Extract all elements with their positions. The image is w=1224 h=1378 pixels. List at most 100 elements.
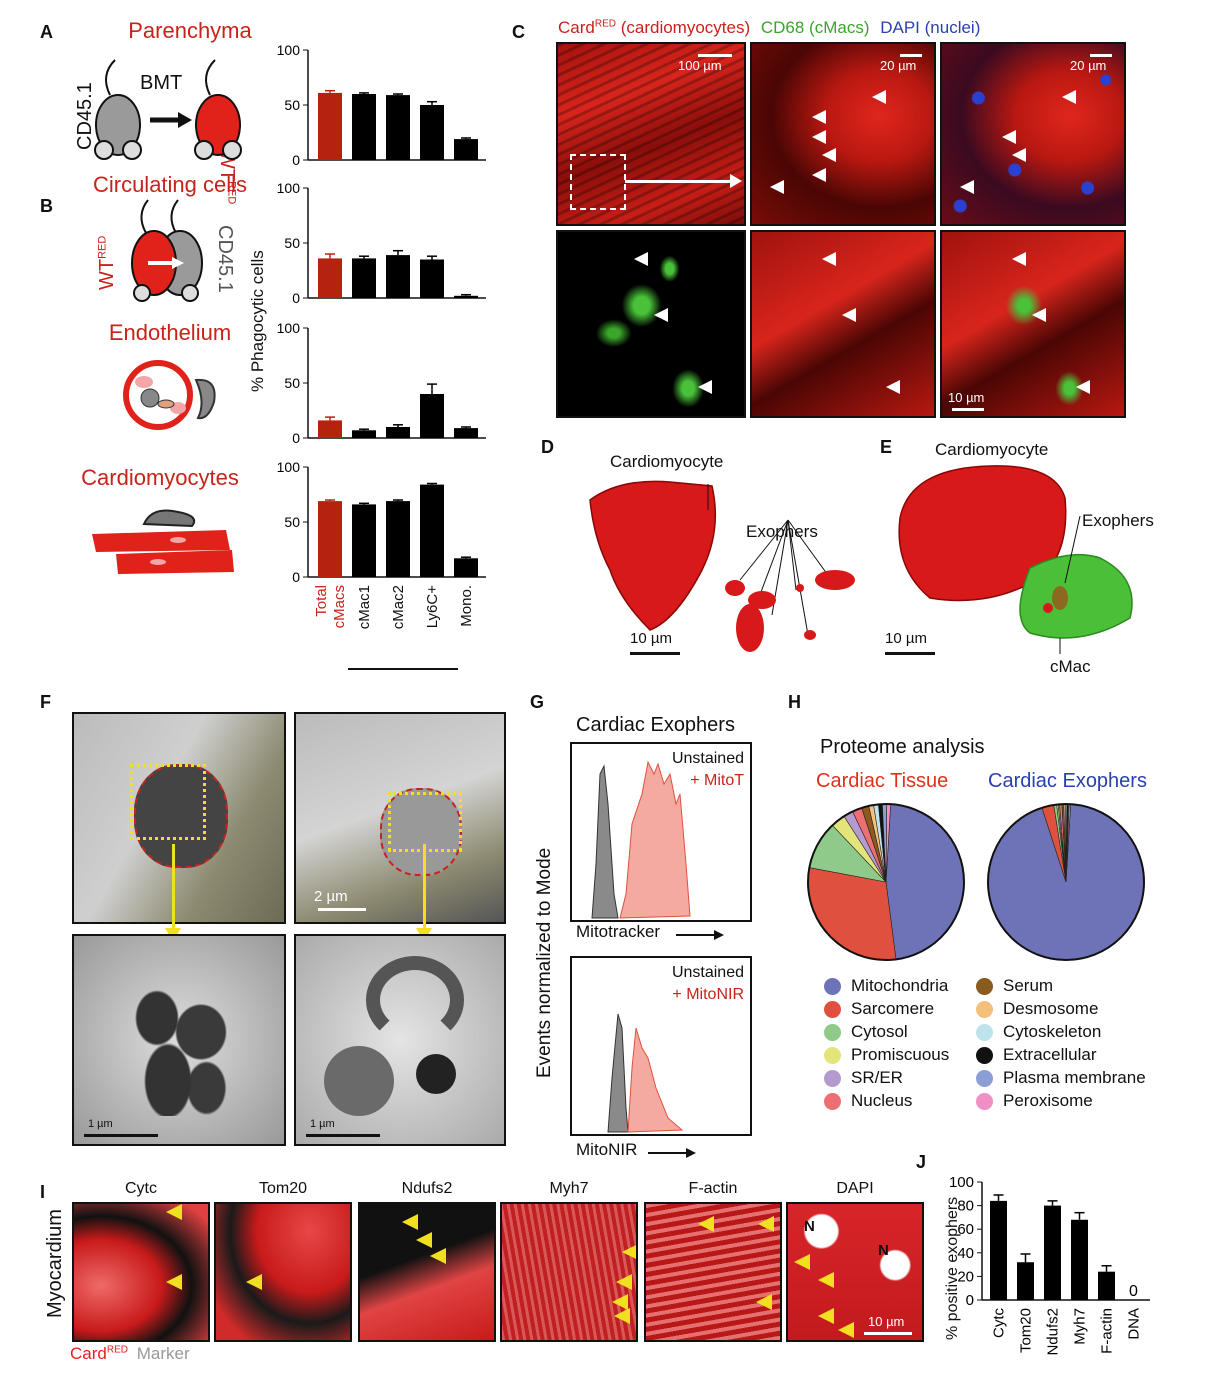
bar	[420, 484, 444, 577]
legend-label: Sarcomere	[851, 999, 935, 1018]
y-tick-label: 40	[957, 1245, 974, 1262]
parenchyma-title: Parenchyma	[128, 18, 252, 43]
bar	[386, 255, 410, 298]
micrograph-c5	[750, 230, 936, 418]
zoom-arrow	[625, 180, 733, 183]
cardiomyocytes-title: Cardiomyocytes	[81, 465, 239, 490]
legend-swatch	[976, 1092, 993, 1110]
pie-outline	[807, 803, 965, 961]
arrowhead-icon	[758, 1216, 774, 1232]
arrowhead-icon	[698, 1216, 714, 1232]
parabiosis-left-label: WTRED	[96, 235, 118, 290]
arrowhead-icon	[818, 1272, 834, 1288]
bar	[1044, 1205, 1061, 1300]
tem-high-mag-1: 1 µm	[72, 934, 286, 1146]
legend-item: Cytosol	[824, 1022, 908, 1042]
micrograph-c2: 20 µm	[750, 42, 936, 226]
myocardium-label: Myocardium	[44, 1209, 66, 1318]
y-tick-label: 50	[284, 97, 300, 113]
marker-label: Tom20	[258, 1180, 308, 1197]
panel-label-f: F	[40, 692, 51, 712]
bar	[454, 139, 478, 160]
y-tick-label: 100	[277, 320, 301, 336]
arrowhead-icon	[430, 1248, 446, 1264]
parabiosis-diagram	[131, 199, 203, 302]
panel-label-h: H	[788, 692, 801, 712]
category-label: Ndufs2	[1045, 1308, 1062, 1356]
category-label: Tom20	[1018, 1308, 1035, 1353]
y-tick-label: 50	[284, 514, 300, 530]
category-label: F-actin	[1099, 1308, 1116, 1354]
g-xlabel-bottom: MitoNIR	[576, 1140, 638, 1159]
nucleus-label: N	[878, 1242, 889, 1259]
legend-label: Peroxisome	[1003, 1091, 1093, 1110]
i-legend: CardRED Marker	[70, 1344, 190, 1363]
panel-label-b: B	[40, 196, 53, 216]
h-exophers-title: Cardiac Exophers	[988, 770, 1147, 792]
bar	[1071, 1219, 1088, 1300]
tem-low-mag-2: 2 µm	[294, 712, 506, 924]
marker-label: Ndufs2	[401, 1180, 453, 1197]
g-ylabel: Events normalized to Mode	[534, 847, 555, 1078]
arrow-right-icon	[648, 1148, 696, 1158]
panel-label-j: J	[916, 1152, 927, 1172]
d-scale-text: 10 µm	[630, 630, 672, 647]
y-tick-label: 20	[957, 1268, 974, 1285]
arrowhead-icon	[416, 1232, 432, 1248]
arrowhead-icon	[166, 1274, 182, 1290]
donor-mouse-icon	[94, 59, 142, 160]
arrowhead-icon	[838, 1322, 854, 1338]
y-tick-label: 100	[277, 180, 301, 196]
arrowhead-icon	[614, 1308, 630, 1324]
bar	[318, 501, 342, 577]
legend-swatch	[824, 1000, 841, 1018]
flow-histogram-mitotracker: Unstained + MitoT	[570, 742, 752, 922]
legend-label: Plasma membrane	[1003, 1068, 1146, 1087]
legend-swatch	[976, 1069, 993, 1087]
arrowhead-icon	[246, 1274, 262, 1290]
bar	[352, 504, 376, 577]
legend-item: Nucleus	[824, 1091, 912, 1111]
positive-exophers-bar-chart: 0 20 40 60 80 100 Cytc Tom20 Ndufs2 Myh7 F-actin 0 D…	[949, 1174, 1150, 1356]
circulating-title: Circulating cells	[92, 172, 248, 197]
bar	[352, 94, 376, 160]
bar	[420, 394, 444, 438]
bar	[318, 258, 342, 298]
y-tick-label: 50	[284, 375, 300, 391]
y-tick-label: 0	[292, 152, 300, 168]
legend-cd68: CD68 (cMacs)	[760, 18, 870, 37]
legend-item: Mitochondria	[824, 976, 948, 996]
category-label: cMacs	[331, 585, 348, 628]
legend-label: Cytosol	[851, 1022, 908, 1041]
arrowhead-icon	[818, 1308, 834, 1324]
legend-label: Promiscuous	[851, 1045, 950, 1064]
category-label: Total	[313, 585, 330, 617]
marker-micrograph	[214, 1202, 352, 1342]
legend-swatch	[824, 1023, 841, 1041]
legend-item: Promiscuous	[824, 1045, 949, 1065]
legend-label: Extracellular	[1003, 1045, 1097, 1064]
bar	[386, 427, 410, 438]
exopher-cmac-3d-render	[898, 465, 1133, 654]
recipient-mouse-icon	[194, 59, 242, 160]
arrowhead-icon	[402, 1214, 418, 1230]
legend-swatch	[824, 1069, 841, 1087]
bar	[318, 92, 342, 160]
scale-bar	[698, 54, 732, 57]
exopher-3d-render	[589, 480, 855, 652]
e-cmac-label: cMac	[1050, 657, 1091, 676]
legend-label: SR/ER	[851, 1068, 903, 1087]
bar	[386, 501, 410, 577]
data-label: 0	[1129, 1283, 1138, 1300]
marker-micrograph	[644, 1202, 782, 1342]
y-tick-label: 60	[957, 1221, 974, 1238]
bmt-label: BMT	[140, 72, 183, 94]
legend-item: Peroxisome	[976, 1091, 1093, 1111]
y-tick-label: 50	[284, 235, 300, 251]
legend-label: Mitochondria	[851, 976, 949, 995]
y-tick-label: 80	[957, 1198, 974, 1215]
d-cardiomyocyte-label: Cardiomyocyte	[610, 452, 724, 471]
nucleus-label: N	[804, 1218, 815, 1235]
legend-dapi: DAPI (nuclei)	[880, 18, 981, 37]
